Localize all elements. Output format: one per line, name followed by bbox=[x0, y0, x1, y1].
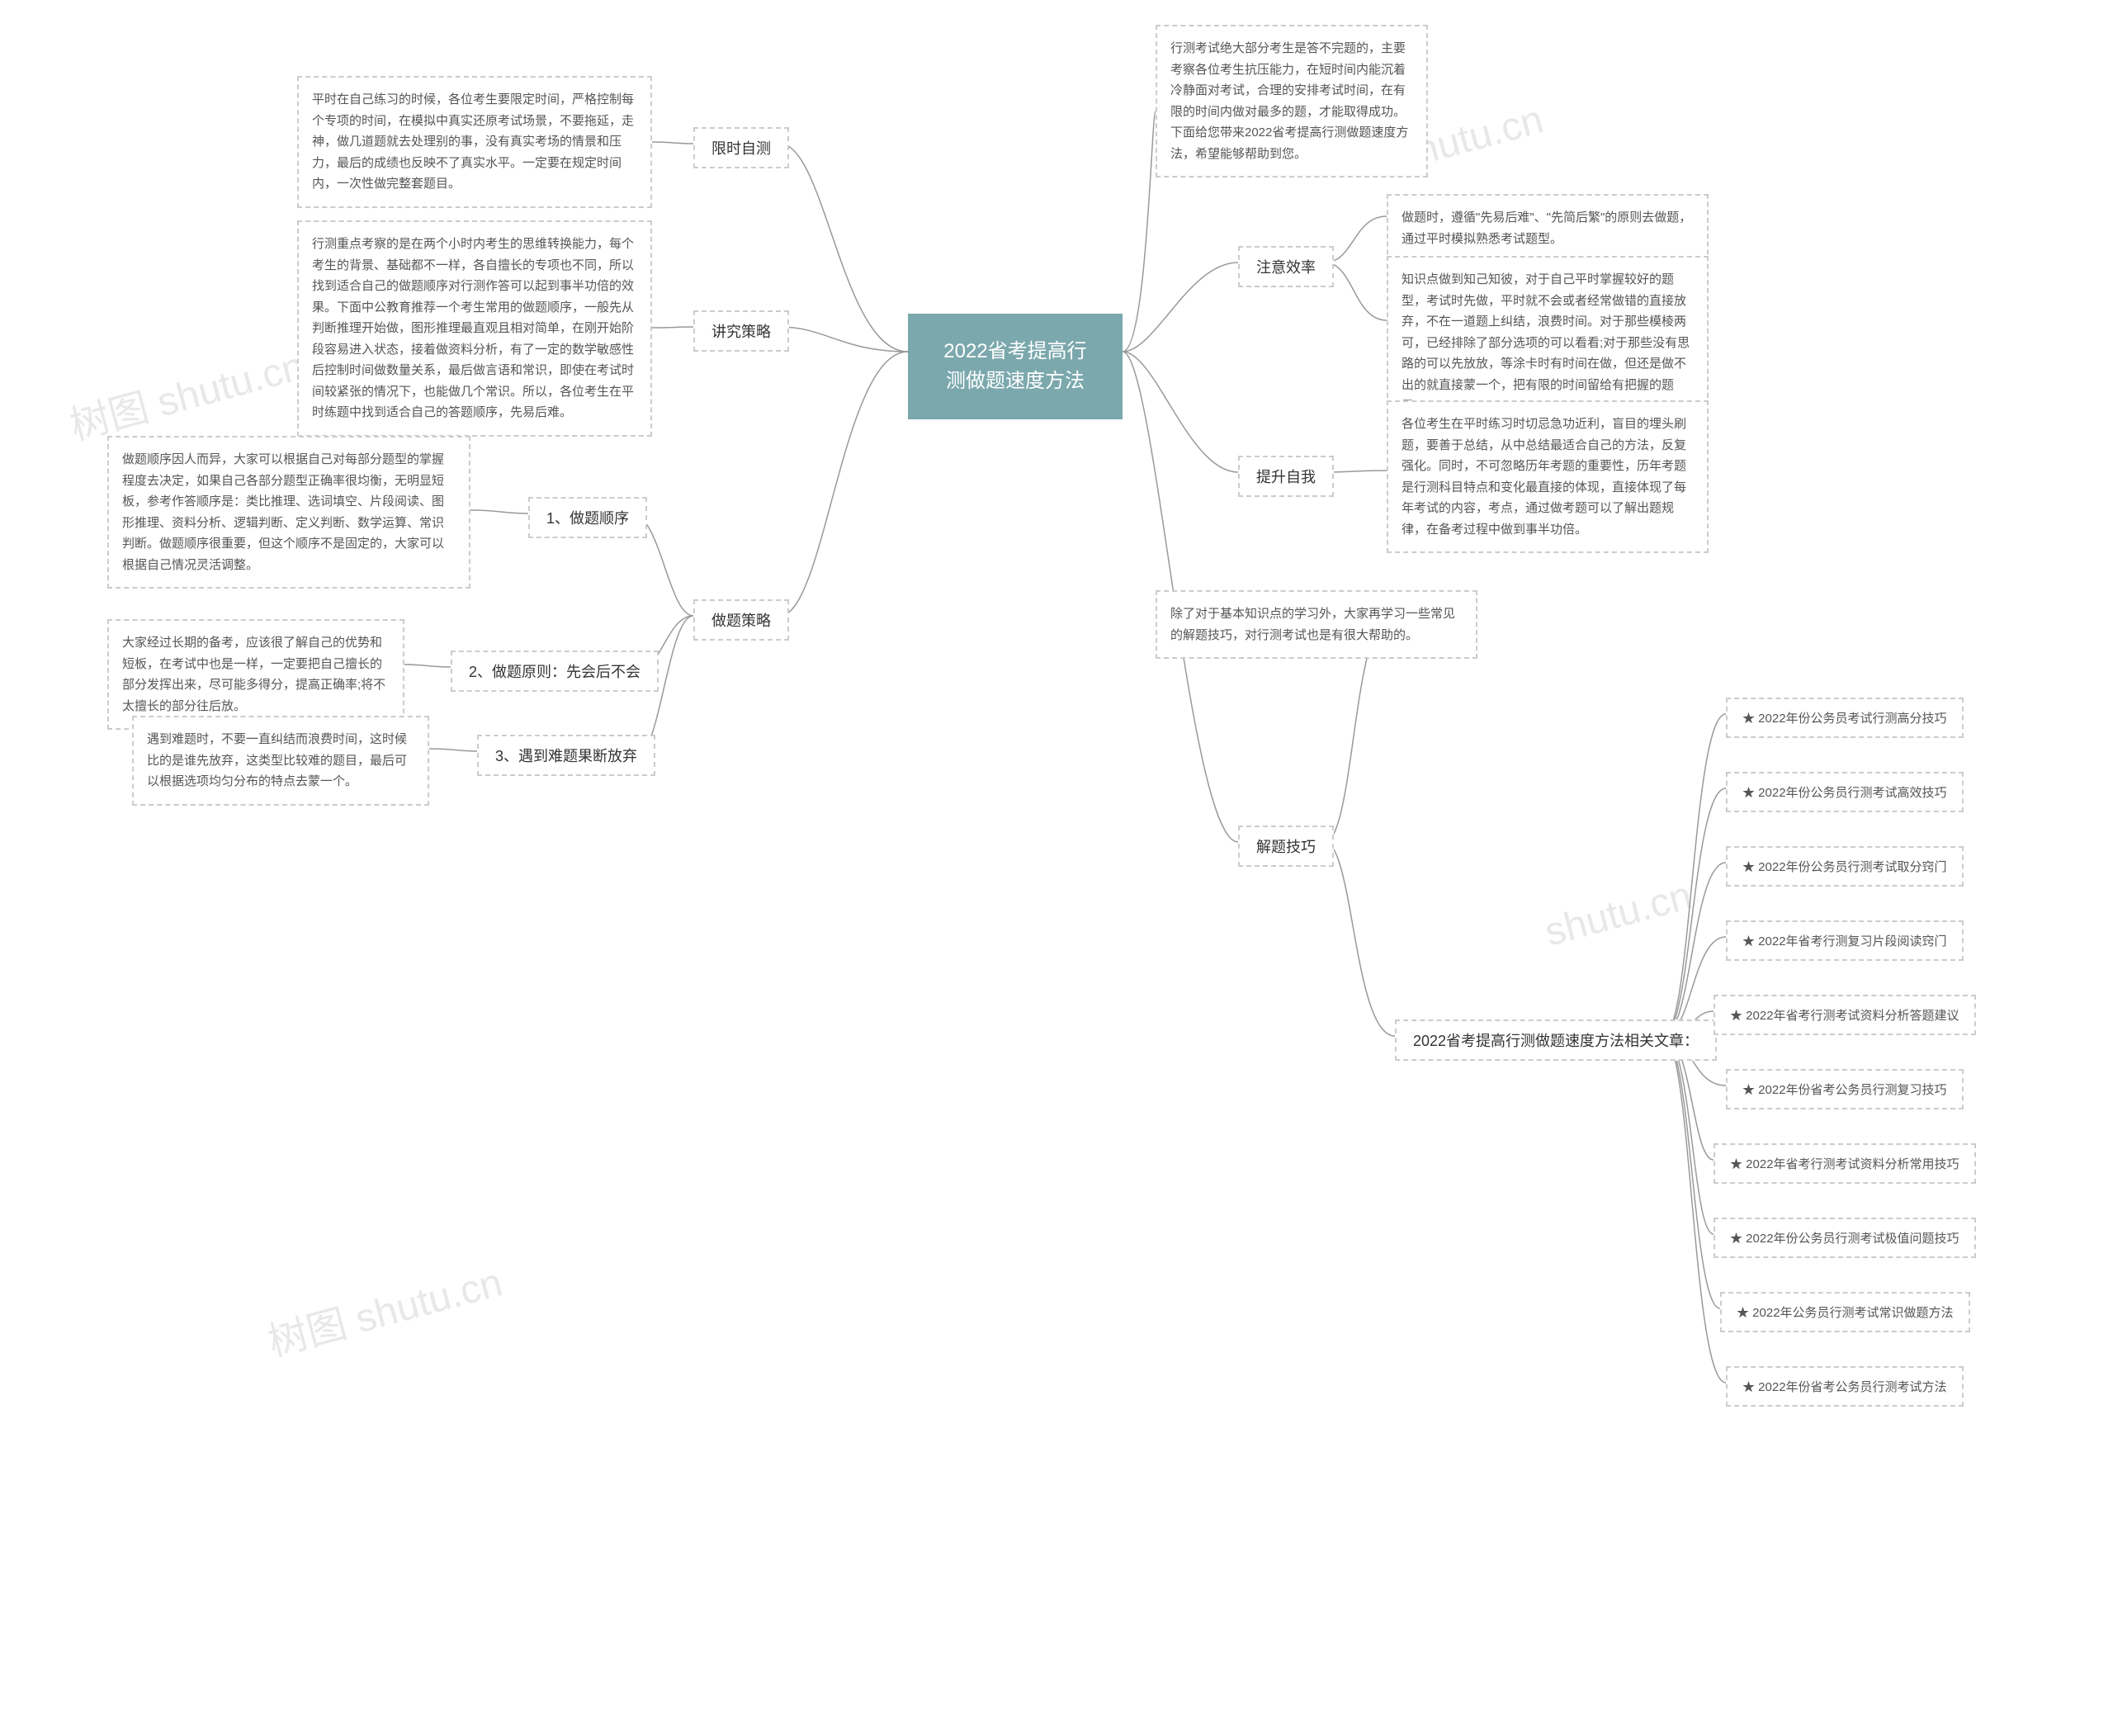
content-problem-order: 做题顺序因人而异，大家可以根据自己对每部分题型的掌握程度去决定，如果自己各部分题… bbox=[107, 436, 470, 589]
branch-limit-self-test: 限时自测 bbox=[693, 127, 789, 168]
branch-solving-skill: 解题技巧 bbox=[1238, 825, 1334, 867]
sub-hard-problem: 3、遇到难题果断放弃 bbox=[477, 735, 655, 776]
link-article-6: ★ 2022年省考行测考试资料分析常用技巧 bbox=[1714, 1143, 1976, 1184]
content-solving-skill: 除了对于基本知识点的学习外，大家再学习一些常见的解题技巧，对行测考试也是有很大帮… bbox=[1156, 590, 1477, 659]
content-self-improve: 各位考生在平时练习时切忌急功近利，盲目的埋头刷题，要善于总结，从中总结最适合自己… bbox=[1387, 400, 1709, 553]
content-intro: 行测考试绝大部分考生是答不完题的，主要考察各位考生抗压能力，在短时间内能沉着冷静… bbox=[1156, 25, 1428, 177]
link-article-5: ★ 2022年份省考公务员行测复习技巧 bbox=[1726, 1069, 1964, 1109]
link-article-1: ★ 2022年份公务员行测考试高效技巧 bbox=[1726, 772, 1964, 812]
sub-problem-principle: 2、做题原则：先会后不会 bbox=[451, 650, 659, 692]
sub-related-articles: 2022省考提高行测做题速度方法相关文章： bbox=[1395, 1019, 1717, 1061]
center-node: 2022省考提高行测做题速度方法 bbox=[908, 314, 1123, 419]
link-article-2: ★ 2022年份公务员行测考试取分窍门 bbox=[1726, 846, 1964, 887]
watermark: 树图 shutu.cn bbox=[63, 333, 310, 452]
content-problem-principle: 大家经过长期的备考，应该很了解自己的优势和短板，在考试中也是一样，一定要把自己擅… bbox=[107, 619, 404, 730]
branch-problem-strategy: 做题策略 bbox=[693, 599, 789, 641]
link-article-8: ★ 2022年公务员行测考试常识做题方法 bbox=[1720, 1292, 1970, 1332]
link-article-9: ★ 2022年份省考公务员行测考试方法 bbox=[1726, 1366, 1964, 1407]
branch-self-improve: 提升自我 bbox=[1238, 456, 1334, 497]
link-article-0: ★ 2022年份公务员考试行测高分技巧 bbox=[1726, 698, 1964, 738]
sub-problem-order: 1、做题顺序 bbox=[528, 497, 647, 538]
content-strategy: 行测重点考察的是在两个小时内考生的思维转换能力，每个考生的背景、基础都不一样，各… bbox=[297, 220, 652, 437]
content-efficiency-1: 做题时，遵循"先易后难"、"先简后繁"的原则去做题，通过平时模拟熟悉考试题型。 bbox=[1387, 194, 1709, 263]
watermark: 树图 shutu.cn bbox=[261, 1250, 508, 1368]
watermark: shutu.cn bbox=[1540, 873, 1697, 955]
branch-efficiency: 注意效率 bbox=[1238, 246, 1334, 287]
link-article-7: ★ 2022年份公务员行测考试极值问题技巧 bbox=[1714, 1218, 1976, 1258]
branch-strategy: 讲究策略 bbox=[693, 310, 789, 352]
content-limit-self-test: 平时在自己练习的时候，各位考生要限定时间，严格控制每个专项的时间，在模拟中真实还… bbox=[297, 76, 652, 208]
content-hard-problem: 遇到难题时，不要一直纠结而浪费时间，这时候比的是谁先放弃，这类型比较难的题目，最… bbox=[132, 716, 429, 806]
link-article-4: ★ 2022年省考行测考试资料分析答题建议 bbox=[1714, 995, 1976, 1035]
link-article-3: ★ 2022年省考行测复习片段阅读窍门 bbox=[1726, 920, 1964, 961]
